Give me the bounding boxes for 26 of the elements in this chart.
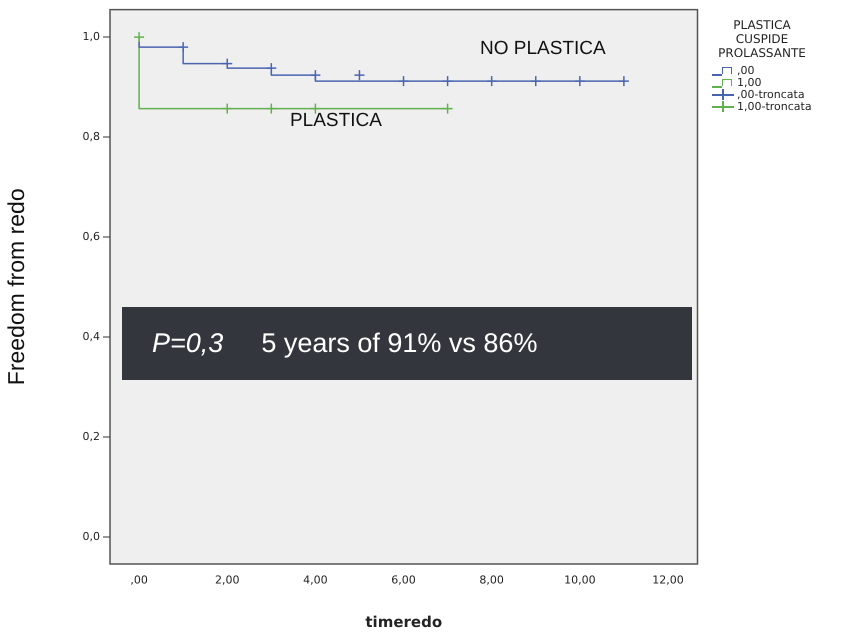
- x-tick-label: 6,00: [391, 573, 416, 586]
- annotation: P=0,3: [152, 328, 224, 359]
- x-tick-label: ,00: [130, 573, 148, 586]
- x-tick-label: 2,00: [214, 573, 240, 586]
- annotation: NO PLASTICA: [480, 38, 606, 60]
- y-tick-label: 0,8: [82, 130, 100, 143]
- y-tick-label: 0,0: [82, 530, 100, 543]
- legend-label: 1,00-troncata: [737, 100, 812, 112]
- x-axis-title: timeredo: [365, 612, 442, 631]
- y-tick-label: 0,4: [82, 330, 100, 343]
- legend-label: 1,00: [737, 76, 762, 88]
- text-box: P=0,3 5 years of 91% vs 86%: [122, 307, 692, 380]
- annotation: PLASTICA: [290, 110, 382, 132]
- legend-label: ,00-troncata: [737, 88, 805, 100]
- annotation: 5 years of 91% vs 86%: [261, 328, 538, 359]
- point: [354, 69, 366, 81]
- y-tick-label: 1,0: [82, 30, 100, 43]
- y-tick-label: 0,2: [82, 430, 100, 443]
- legend-label: ,00: [737, 64, 754, 76]
- legend-title: PLASTICA CUSPIDE PROLASSANTE: [717, 18, 807, 60]
- x-tick-label: 10,00: [564, 573, 596, 586]
- y-tick-label: 0,6: [82, 230, 100, 243]
- x-tick-label: 8,00: [479, 573, 504, 586]
- y-axis-title: Freedom from redo: [3, 188, 30, 386]
- x-tick-label: 12,00: [652, 573, 684, 586]
- x-tick-label: 4,00: [303, 573, 328, 586]
